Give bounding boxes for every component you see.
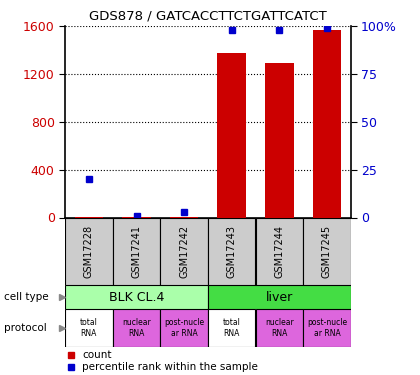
- Text: GSM17244: GSM17244: [274, 225, 284, 278]
- Bar: [65, 285, 208, 309]
- Text: GSM17243: GSM17243: [227, 225, 237, 278]
- Text: GSM17228: GSM17228: [84, 225, 94, 278]
- Text: BLK CL.4: BLK CL.4: [109, 291, 164, 304]
- Text: post-nucle
ar RNA: post-nucle ar RNA: [307, 318, 347, 338]
- Text: GSM17242: GSM17242: [179, 225, 189, 278]
- Text: percentile rank within the sample: percentile rank within the sample: [82, 362, 258, 372]
- Bar: [65, 309, 113, 347]
- Text: nuclear
RNA: nuclear RNA: [122, 318, 151, 338]
- Bar: [113, 217, 160, 285]
- Bar: [208, 309, 255, 347]
- Bar: [255, 217, 303, 285]
- Text: total
RNA: total RNA: [80, 318, 98, 338]
- Text: liver: liver: [266, 291, 293, 304]
- Bar: [160, 217, 208, 285]
- Text: cell type: cell type: [4, 292, 49, 302]
- Bar: [255, 309, 303, 347]
- Bar: [303, 309, 351, 347]
- Bar: [312, 30, 341, 217]
- Bar: [160, 309, 208, 347]
- Text: nuclear
RNA: nuclear RNA: [265, 318, 294, 338]
- Title: GDS878 / GATCACCTTCTGATTCATCT: GDS878 / GATCACCTTCTGATTCATCT: [89, 9, 327, 22]
- Bar: [265, 63, 294, 217]
- Bar: [65, 217, 113, 285]
- Text: count: count: [82, 350, 112, 360]
- Bar: [303, 217, 351, 285]
- Bar: [218, 53, 246, 217]
- Text: protocol: protocol: [4, 323, 47, 333]
- Text: post-nucle
ar RNA: post-nucle ar RNA: [164, 318, 204, 338]
- Text: total
RNA: total RNA: [223, 318, 241, 338]
- Bar: [113, 309, 160, 347]
- Text: GSM17245: GSM17245: [322, 225, 332, 278]
- Bar: [208, 217, 255, 285]
- Bar: [208, 285, 351, 309]
- Text: GSM17241: GSM17241: [131, 225, 142, 278]
